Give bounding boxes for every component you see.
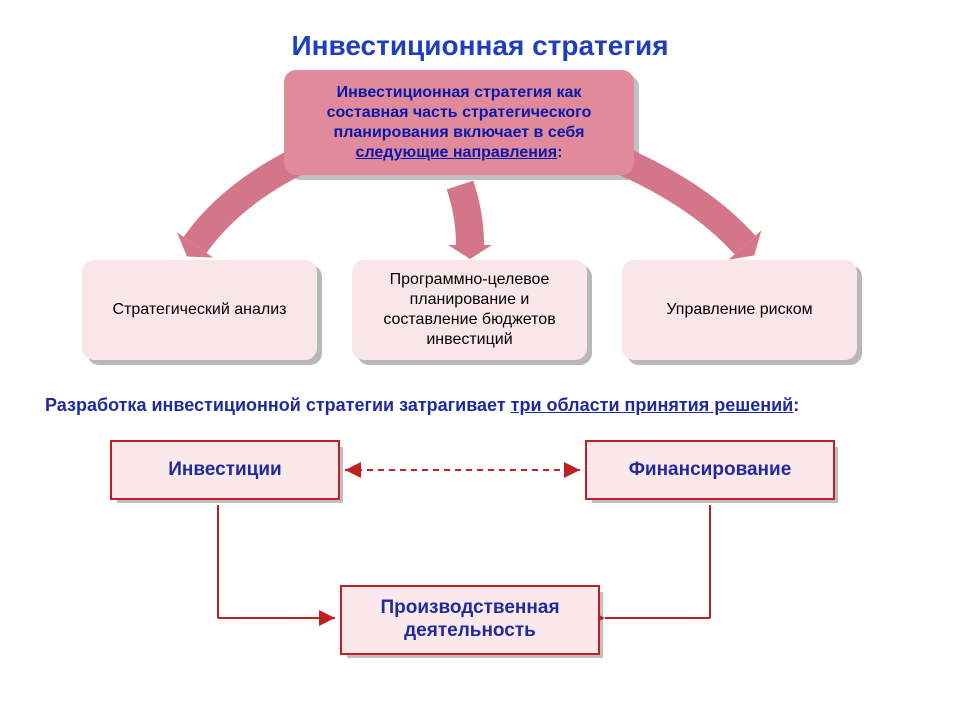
sub-colon: : — [793, 395, 799, 415]
top-underlined: следующие направления — [356, 144, 558, 161]
top-line-2: составная часть стратегического — [327, 104, 592, 121]
direction-box-analysis: Стратегический анализ — [82, 260, 317, 360]
direction-box-risk: Управление риском — [622, 260, 857, 360]
decision-box-investments: Инвестиции — [110, 440, 340, 500]
decision-box-production: Производственнаядеятельность — [340, 585, 600, 655]
decision-areas-text: Разработка инвестиционной стратегии затр… — [45, 395, 960, 416]
mid-text-2: Управление риском — [666, 300, 812, 320]
mid-text-0: Стратегический анализ — [113, 300, 287, 320]
top-box-text: Инвестиционная стратегия как составная ч… — [327, 83, 592, 163]
top-colon: : — [557, 144, 562, 161]
mid-text-1: Программно-целевоепланирование исоставле… — [383, 270, 555, 350]
bb-invest-text: Инвестиции — [168, 459, 281, 482]
bb-prod-text: Производственнаядеятельность — [380, 597, 559, 643]
top-line-1: Инвестиционная стратегия как — [337, 84, 582, 101]
direction-box-planning: Программно-целевоепланирование исоставле… — [352, 260, 587, 360]
decision-box-financing: Финансирование — [585, 440, 835, 500]
sub-underlined: три области принятия решений — [511, 395, 794, 415]
diagram-title: Инвестиционная стратегия — [0, 30, 960, 62]
top-definition-box: Инвестиционная стратегия как составная ч… — [284, 70, 634, 175]
top-line-3: планирования включает в себя — [334, 124, 585, 141]
sub-plain: Разработка инвестиционной стратегии затр… — [45, 395, 511, 415]
bb-finance-text: Финансирование — [629, 459, 792, 482]
